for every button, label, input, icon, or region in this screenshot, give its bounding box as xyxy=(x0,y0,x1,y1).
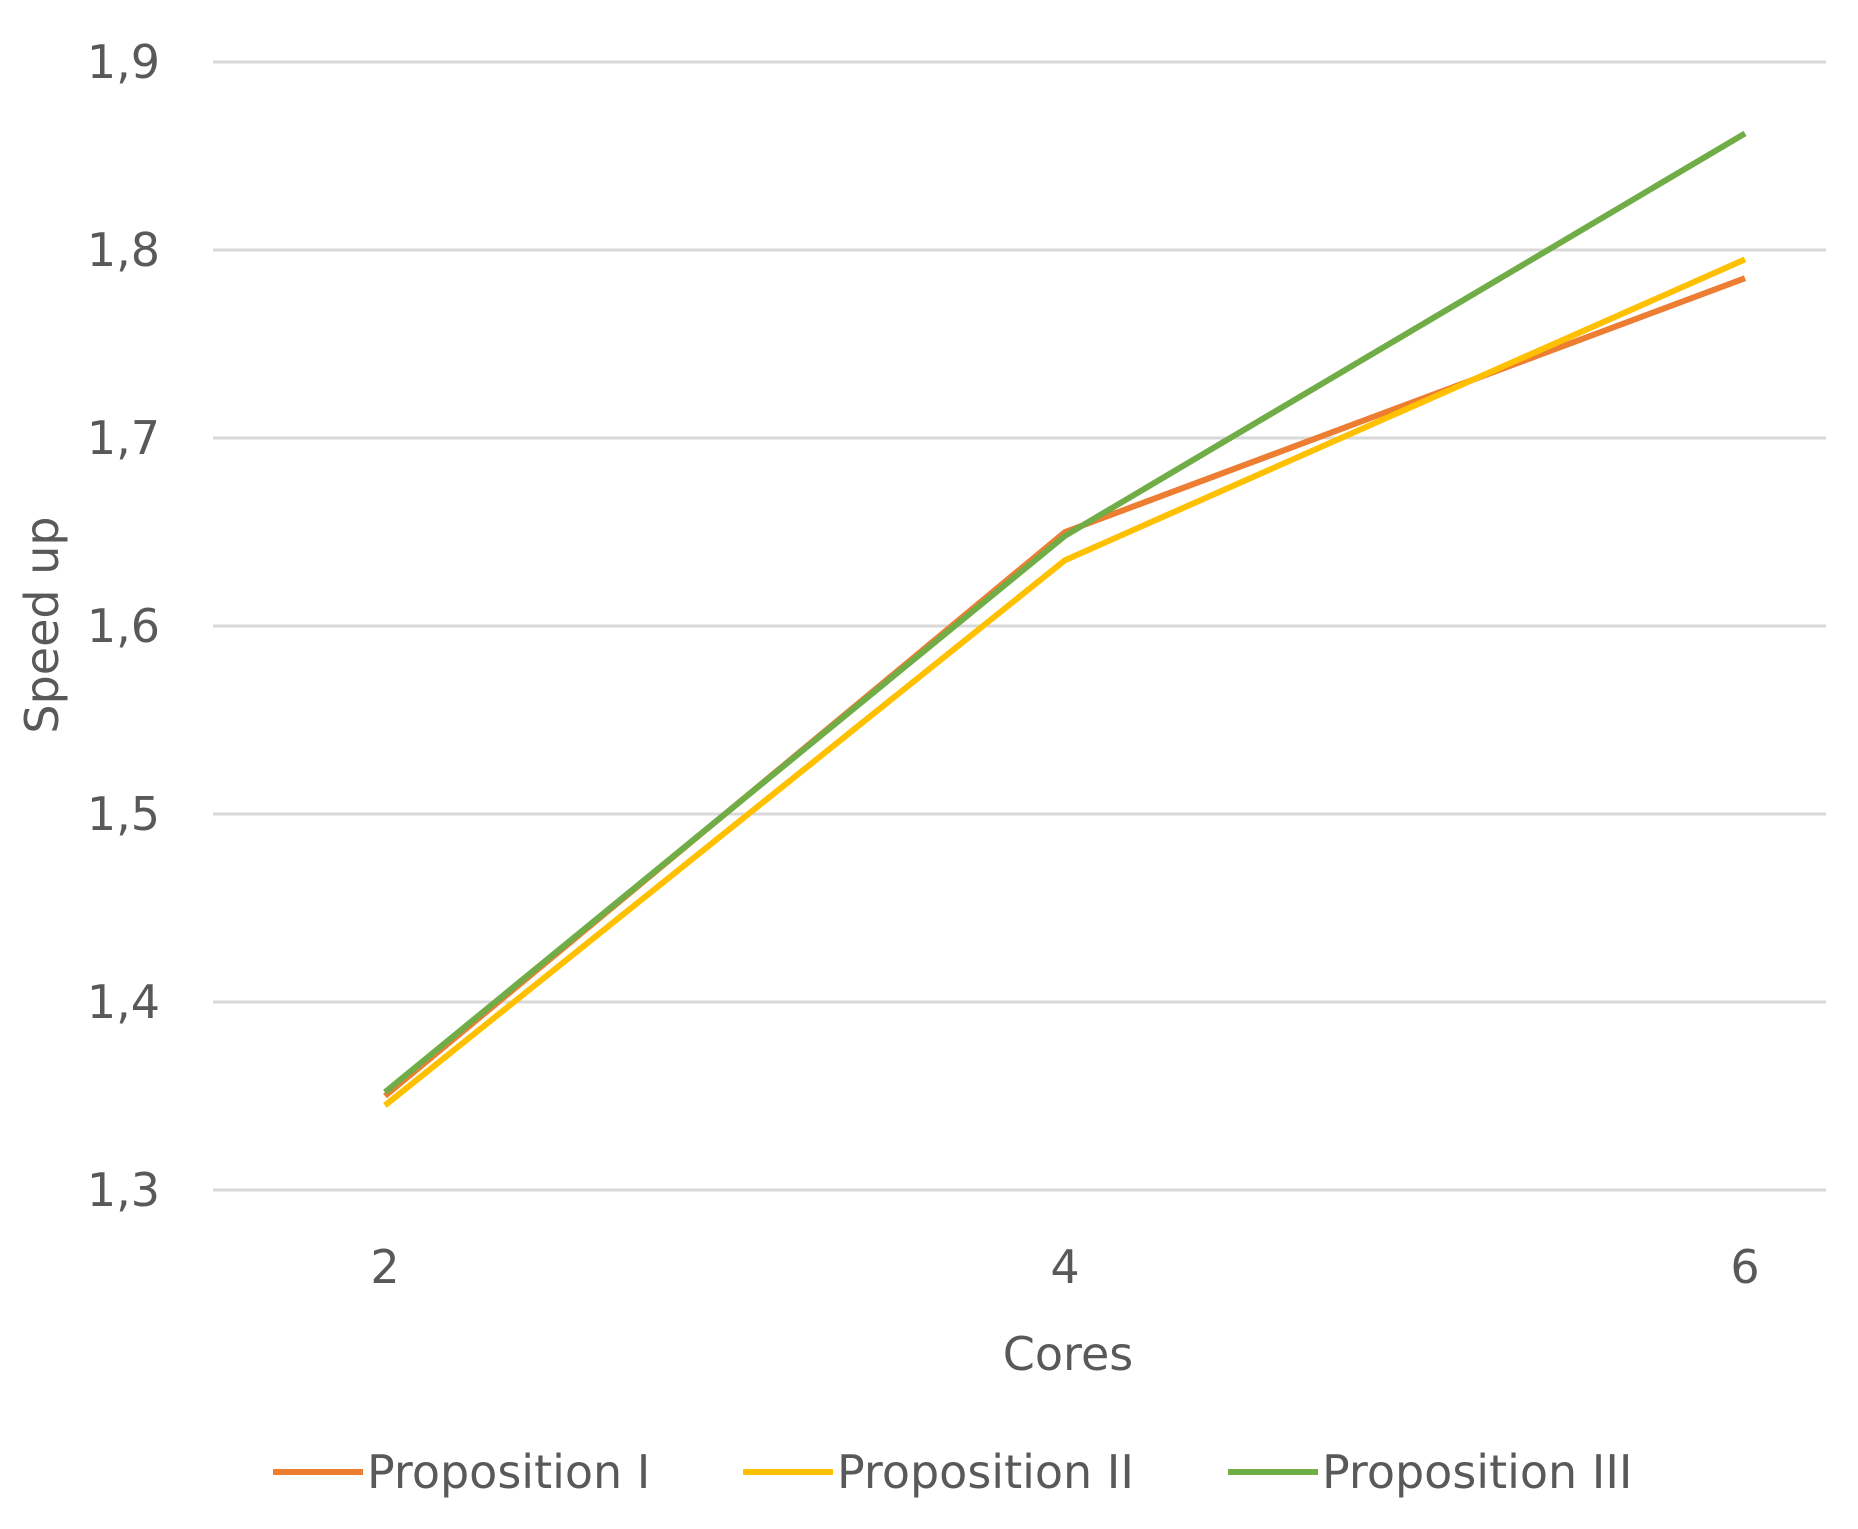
y-tick-label: 1,3 xyxy=(87,1163,160,1217)
y-axis-title: Speed up xyxy=(15,516,69,733)
y-tick-label: 1,5 xyxy=(87,787,160,841)
y-tick-label: 1,6 xyxy=(87,599,160,653)
series-line-1 xyxy=(383,275,1747,1099)
legend: Proposition I Proposition II Proposition I… xyxy=(273,1445,1633,1499)
series-lines xyxy=(383,130,1747,1108)
legend-label: Proposition I xyxy=(367,1445,650,1499)
x-tick-label: 4 xyxy=(1050,1240,1079,1294)
x-tick-label: 2 xyxy=(370,1240,399,1294)
x-axis-tick-labels: 2 4 6 xyxy=(370,1240,1759,1294)
y-tick-label: 1,7 xyxy=(87,411,160,465)
series-line-3 xyxy=(383,130,1747,1095)
x-tick-label: 6 xyxy=(1730,1240,1759,1294)
y-tick-label: 1,4 xyxy=(87,975,160,1029)
y-tick-label: 1,8 xyxy=(87,223,160,277)
gridlines xyxy=(213,60,1826,1192)
legend-label: Proposition III xyxy=(1322,1445,1633,1499)
x-axis-title: Cores xyxy=(1003,1327,1133,1381)
legend-label: Proposition II xyxy=(837,1445,1134,1499)
y-tick-label: 1,9 xyxy=(87,35,160,89)
y-axis-tick-labels: 1,3 1,4 1,5 1,6 1,7 1,8 1,9 xyxy=(87,35,160,1217)
series-line-2 xyxy=(383,256,1747,1108)
